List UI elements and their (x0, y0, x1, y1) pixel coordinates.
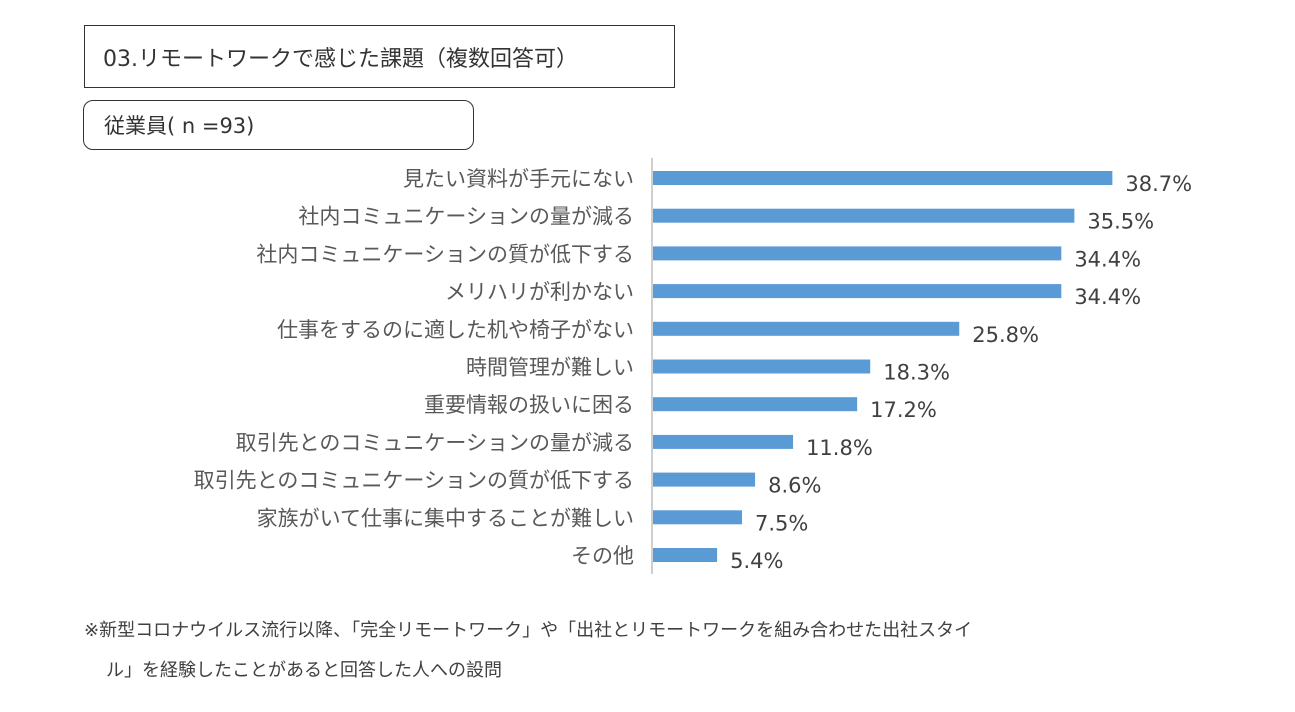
data-label: 25.8% (972, 323, 1039, 347)
category-label: その他 (571, 544, 634, 568)
category-label: 見たい資料が手元にない (403, 167, 634, 191)
category-label: 重要情報の扱いに困る (424, 393, 634, 417)
bar (653, 208, 1075, 223)
bar (653, 321, 960, 336)
data-label: 35.5% (1087, 210, 1154, 234)
bar (653, 284, 1062, 299)
footnote-line-2: ル」を経験したことがあると回答した人への設問 (106, 660, 502, 681)
category-label: 取引先とのコミュニケーションの質が低下する (194, 469, 634, 493)
data-label: 38.7% (1125, 172, 1192, 196)
footnote-line-1: ※新型コロナウイルス流行以降、「完全リモートワーク」や「出社とリモートワークを組… (84, 620, 973, 641)
category-label: 時間管理が難しい (466, 356, 634, 380)
category-label: 社内コミュニケーションの質が低下する (256, 242, 634, 266)
bar (653, 472, 756, 487)
category-label: 家族がいて仕事に集中することが難しい (257, 506, 634, 530)
bar (653, 359, 871, 374)
category-label: 社内コミュニケーションの量が減る (298, 205, 634, 229)
data-label: 17.2% (870, 398, 937, 422)
respondent-group-label: 従業員( n =93) (104, 114, 255, 138)
data-label: 8.6% (768, 474, 821, 498)
chart-title: 03.リモートワークで感じた課題（複数回答可） (103, 46, 578, 72)
category-label: メリハリが利かない (445, 280, 634, 304)
bar (653, 510, 743, 525)
category-label: 仕事をするのに適した机や椅子がない (277, 318, 634, 342)
data-label: 11.8% (806, 436, 873, 460)
chart-title-box: 03.リモートワークで感じた課題（複数回答可） (84, 25, 675, 88)
data-label: 5.4% (730, 549, 783, 573)
bar (653, 246, 1062, 261)
data-label: 18.3% (883, 361, 950, 385)
data-label: 34.4% (1074, 285, 1141, 309)
bar (653, 171, 1113, 185)
data-label: 34.4% (1074, 247, 1141, 271)
respondent-group-box: 従業員( n =93) (83, 100, 474, 150)
bar (653, 548, 718, 562)
bar (653, 434, 794, 449)
data-label: 7.5% (755, 511, 808, 535)
category-label: 取引先とのコミュニケーションの量が減る (236, 431, 634, 455)
bar (653, 397, 858, 412)
